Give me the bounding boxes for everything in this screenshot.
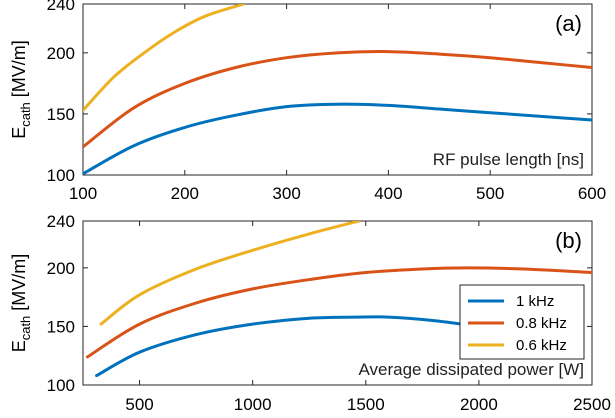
y-tick-label: 200 [47, 44, 75, 63]
y-axis-label-subscript: cath [18, 102, 33, 127]
panel-tag: (b) [555, 228, 582, 253]
series-line-1 [95, 315, 481, 378]
panel-1: 100 200 300 400 500 600 100 150 200 240 Ecath [MV/… [9, 0, 606, 203]
y-axis-label-symbol: E [9, 127, 29, 139]
series-line-1 [83, 102, 592, 175]
x-tick-label: 2000 [460, 395, 498, 414]
legend-label-2: 0.8 kHz [516, 315, 567, 332]
y-tick-label: 150 [47, 105, 75, 124]
series-line-2 [86, 266, 592, 359]
x-tick-label: 500 [476, 184, 504, 203]
y-tick-label: 100 [47, 166, 75, 185]
y-tick-label: 240 [47, 0, 75, 14]
x-tick-label: 1500 [347, 395, 385, 414]
x-tick-label: 200 [171, 184, 199, 203]
y-tick-label: 240 [47, 212, 75, 231]
series-line-3 [99, 221, 361, 326]
legend-label-1: 1 kHz [516, 293, 554, 310]
legend-label-3: 0.6 kHz [516, 337, 567, 354]
x-tick-label: 600 [578, 184, 606, 203]
x-tick-label: 500 [125, 395, 153, 414]
y-axis-label-subscript: cath [18, 316, 33, 341]
legend: 1 kHz 0.8 kHz 0.6 kHz [459, 284, 585, 360]
y-axis-label: Ecath [MV/m] [9, 254, 33, 353]
y-axis-label-unit: [MV/m] [9, 254, 29, 316]
x-tick-label: 2500 [573, 395, 611, 414]
panel-2: 500 1000 1500 2000 2500 100 150 200 240 Ecath [MV… [9, 212, 611, 414]
x-axis-label: Average dissipated power [W] [358, 360, 584, 379]
y-axis-label-symbol: E [9, 340, 29, 352]
y-tick-label: 150 [47, 317, 75, 336]
y-axis-label: Ecath [MV/m] [9, 40, 33, 139]
y-tick-label: 100 [47, 376, 75, 395]
y-axis-label-unit: [MV/m] [9, 40, 29, 102]
x-tick-label: 300 [272, 184, 300, 203]
x-tick-label: 400 [374, 184, 402, 203]
series-line-3 [83, 4, 246, 112]
panel-tag: (a) [555, 11, 582, 36]
series-line-2 [83, 50, 592, 149]
x-tick-label: 100 [69, 184, 97, 203]
x-axis-label: RF pulse length [ns] [433, 150, 584, 169]
y-tick-label: 200 [47, 259, 75, 278]
x-tick-label: 1000 [234, 395, 272, 414]
